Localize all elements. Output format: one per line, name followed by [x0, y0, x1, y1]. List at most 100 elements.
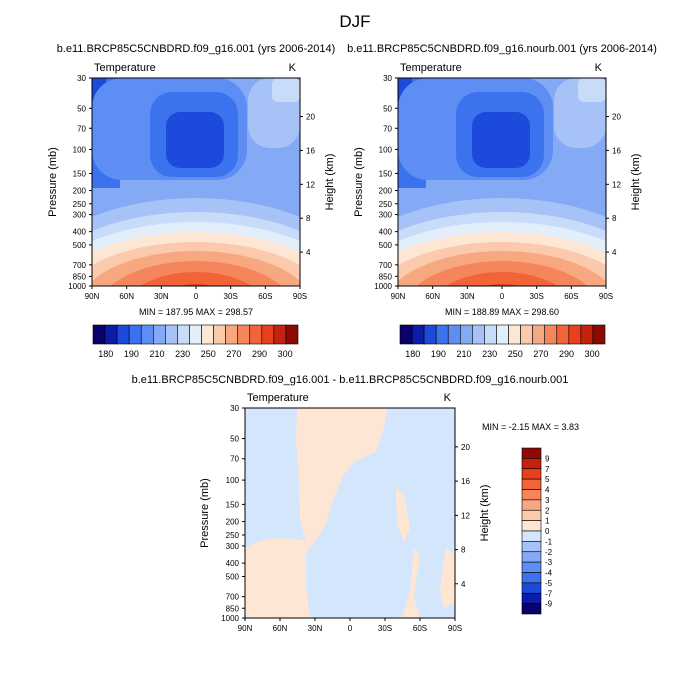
diff-colorbar-label: 3 [545, 496, 550, 505]
diff-y-tick-label: 250 [226, 531, 240, 540]
cbar-right-swatch [556, 324, 570, 345]
cbar-left-label: 230 [175, 349, 190, 359]
diff-y-tick-label: 30 [230, 404, 239, 413]
cbar-left-label: 270 [226, 349, 241, 359]
left-x-tick-label: 90S [293, 292, 307, 301]
diff-x-tick-label: 30S [378, 624, 392, 633]
diff-y-right-tick-label: 12 [461, 511, 470, 520]
right-y-tick-label: 400 [379, 228, 393, 237]
cbar-left-swatch [261, 324, 275, 345]
right-x-tick-label: 30N [460, 292, 475, 301]
left-x-ticks: 90N 60N 30N 0 30S 60S 90S [85, 286, 307, 301]
diff-colorbar-label: -5 [545, 579, 553, 588]
left-y-tick-label: 300 [73, 211, 87, 220]
cbar-right-swatch [568, 324, 582, 345]
diff-colorbar-swatch [521, 551, 542, 563]
left-y-tick-label: 1000 [68, 282, 86, 291]
left-stats: MIN = 187.95 MAX = 298.57 [139, 307, 253, 317]
cbar-left-label: 210 [150, 349, 165, 359]
diff-x-tick-label: 30N [308, 624, 323, 633]
cbar-right-label: 270 [533, 349, 548, 359]
diff-colorbar-label: 1 [545, 517, 550, 526]
cbar-right-swatch [411, 324, 425, 345]
right-y-right-tick-label: 20 [612, 113, 621, 122]
left-y-axis-label-right: Height (km) [324, 154, 336, 211]
left-variable-label: Temperature [94, 62, 156, 74]
diff-colorbar-swatch [521, 572, 542, 584]
right-x-tick-label: 60N [425, 292, 440, 301]
left-y-axis-label: Pressure (mb) [47, 147, 59, 217]
left-x-tick-label: 0 [194, 292, 199, 301]
diff-y-tick-label: 850 [226, 604, 240, 613]
diff-colorbar-label: -3 [545, 558, 553, 567]
right-y-right-tick-label: 4 [612, 248, 617, 257]
diff-colorbar-swatch [521, 561, 542, 573]
right-y-tick-label: 500 [379, 241, 393, 250]
diff-y-tick-label: 100 [226, 476, 240, 485]
left-y-tick-label: 30 [77, 74, 86, 83]
diff-y-tick-label: 500 [226, 572, 240, 581]
left-y-tick-label: 700 [73, 261, 87, 270]
left-x-tick-label: 60N [119, 292, 134, 301]
right-y-tick-label: 100 [379, 145, 393, 154]
diff-stats: MIN = -2.15 MAX = 3.83 [482, 422, 579, 432]
cbar-right-swatch [399, 324, 413, 345]
left-y-tick-label: 500 [73, 241, 87, 250]
left-x-tick-label: 60S [258, 292, 272, 301]
cbar-left-swatch [140, 324, 154, 345]
cbar-left-label: 300 [278, 349, 293, 359]
cbar-left-label: 250 [201, 349, 216, 359]
diff-colorbar-label: 9 [545, 454, 550, 463]
cbar-left-label: 180 [98, 349, 113, 359]
diff-y-tick-label: 50 [230, 435, 239, 444]
diff-y-tick-label: 700 [226, 593, 240, 602]
diff-x-tick-label: 60S [413, 624, 427, 633]
cbar-left-swatch [189, 324, 202, 345]
right-y-ticks-right: 4 8 12 16 20 [606, 113, 621, 257]
right-panel: Temperature K Pressure (mb) Height (km) … [353, 62, 642, 317]
left-y-right-tick-label: 20 [306, 113, 315, 122]
cbar-right-swatch [532, 324, 546, 345]
left-y-tick-label: 250 [73, 200, 87, 209]
left-y-right-tick-label: 8 [306, 214, 311, 223]
cbar-left-swatch [201, 324, 214, 345]
left-x-tick-label: 30N [154, 292, 169, 301]
diff-y-axis-label-right: Height (km) [479, 485, 491, 542]
cbar-right-swatch [472, 324, 485, 345]
cbar-right-swatch [435, 324, 449, 345]
cbar-right-swatch [484, 324, 497, 345]
diff-colorbar-label: 2 [545, 506, 550, 515]
diff-colorbar-swatch [521, 499, 542, 511]
diff-colorbar-label: -2 [545, 548, 553, 557]
left-y-right-tick-label: 4 [306, 248, 311, 257]
diff-colorbar: 9 75 432 10-1 -2-3 -4-5-7 -9 [521, 447, 553, 615]
diff-colorbar-swatch [521, 489, 542, 501]
cbar-right-swatch [496, 324, 509, 345]
cbar-right-swatch [447, 324, 461, 345]
diff-y-tick-label: 200 [226, 518, 240, 527]
diff-colorbar-label: 7 [545, 465, 550, 474]
right-x-tick-label: 30S [530, 292, 544, 301]
left-y-tick-label: 70 [77, 124, 86, 133]
right-y-tick-label: 300 [379, 211, 393, 220]
diff-x-tick-label: 0 [348, 624, 353, 633]
right-y-tick-label: 250 [379, 200, 393, 209]
left-y-tick-label: 850 [73, 272, 87, 281]
diff-colorbar-swatch [521, 520, 542, 532]
cbar-left-swatch [237, 324, 251, 345]
diff-colorbar-swatch [521, 541, 542, 553]
cbar-right-label: 190 [431, 349, 446, 359]
diff-colorbar-swatch [521, 447, 542, 459]
cbar-right-swatch [544, 324, 558, 345]
cbar-left-swatch [177, 324, 190, 345]
diff-x-tick-label: 90N [238, 624, 253, 633]
diff-x-tick-label: 90S [448, 624, 462, 633]
left-y-tick-label: 50 [77, 104, 86, 113]
cbar-left-label: 190 [124, 349, 139, 359]
diff-x-tick-label: 60N [273, 624, 288, 633]
left-panel-title: b.e11.BRCP85C5CNBDRD.f09_g16.001 (yrs 20… [57, 43, 336, 55]
cbar-left-swatch [225, 324, 239, 345]
